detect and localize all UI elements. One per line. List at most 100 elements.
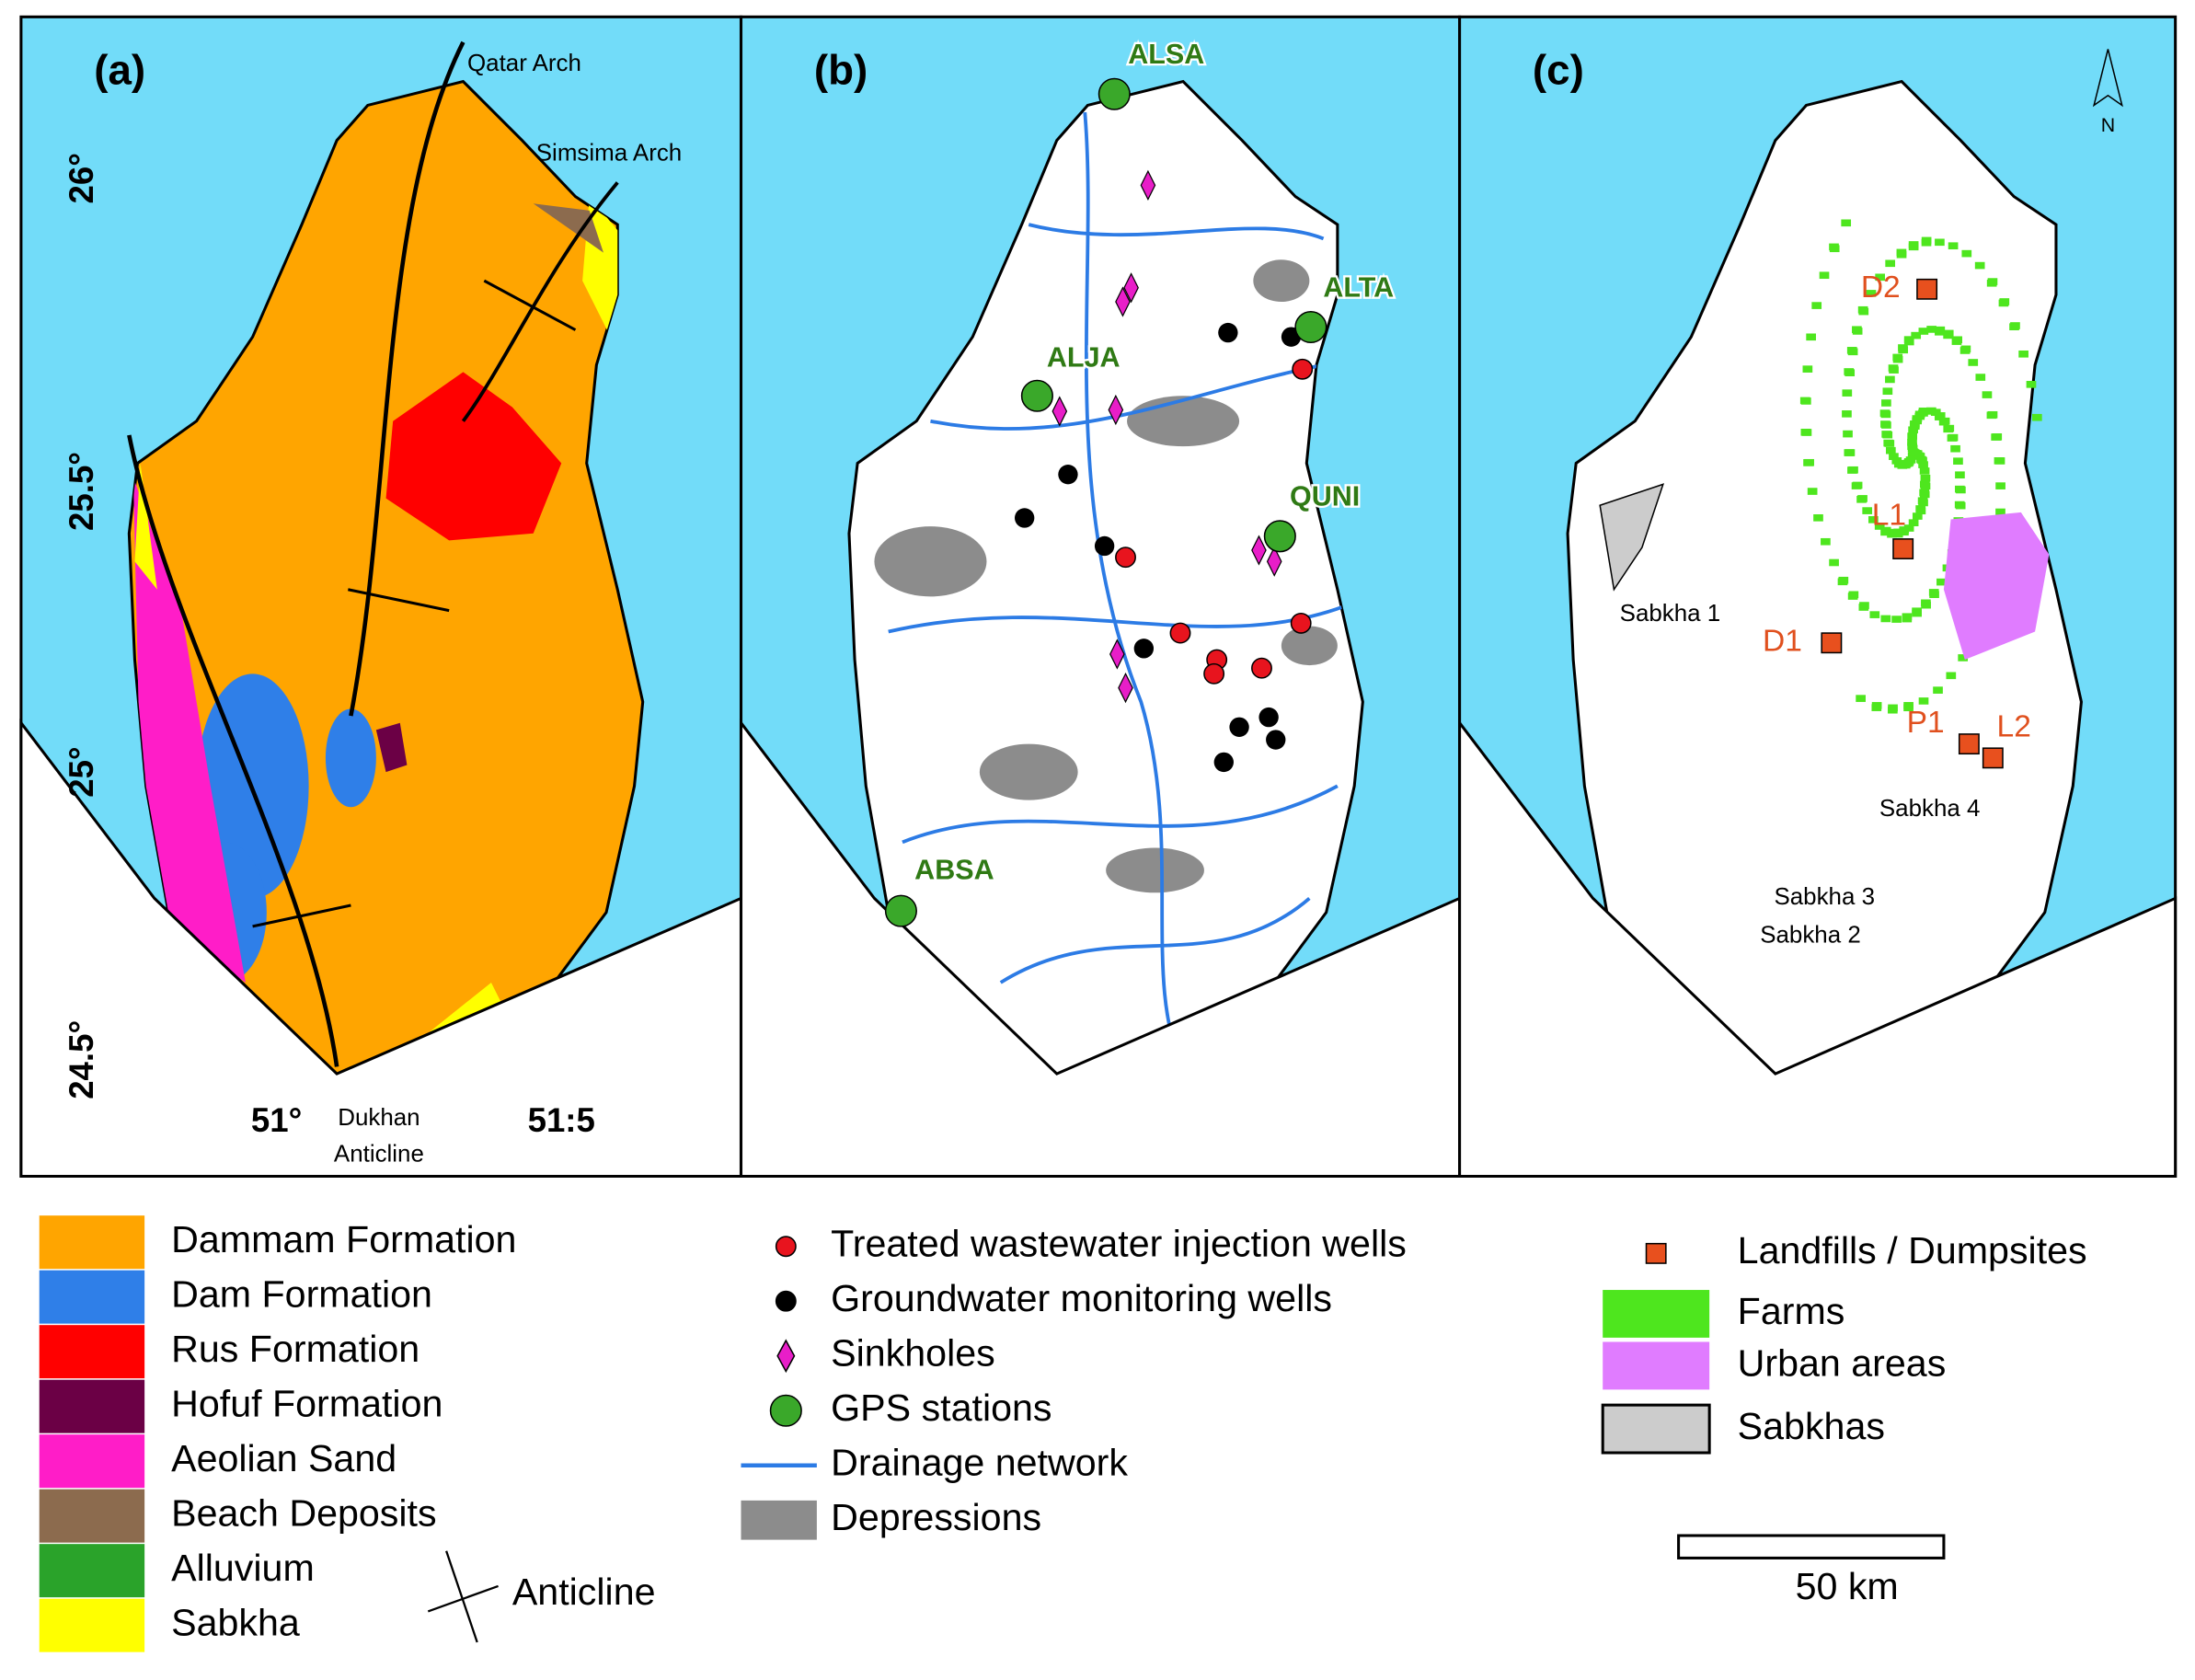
farm [1999, 298, 2010, 305]
mainland [1458, 719, 2178, 1178]
farm [1888, 364, 1899, 372]
farm [1917, 456, 1927, 465]
farm [1843, 430, 1853, 438]
farm [1896, 248, 1907, 257]
farm [1948, 242, 1959, 250]
depression [1253, 259, 1310, 303]
farm [1955, 471, 1965, 479]
sinkhole [1118, 672, 1133, 704]
farm [2010, 322, 2020, 329]
farm [1919, 467, 1930, 475]
farm [1883, 439, 1894, 447]
farm [1952, 336, 1963, 344]
farm [1891, 616, 1902, 623]
farm [1939, 417, 1950, 425]
land [127, 79, 645, 1076]
farm [1844, 368, 1855, 375]
legend-swatch [39, 1215, 145, 1270]
urban [1943, 512, 2050, 661]
farm [1871, 704, 1882, 711]
monitoring-well [1229, 717, 1249, 737]
farm [1987, 278, 1998, 285]
farm [1958, 654, 1969, 662]
scale-bar [1677, 1534, 1946, 1559]
farm [1847, 466, 1857, 474]
farm [1936, 578, 1947, 586]
annotation: Anticline [334, 1141, 424, 1167]
farm [1869, 611, 1880, 618]
map-panels: (a) Qatar Arch Simsima Arch Dukhan Anticline… [19, 15, 2178, 1178]
farm [1907, 439, 1917, 446]
arch-line [349, 40, 465, 717]
gps-station [884, 894, 917, 927]
landfill-label: D1 [1763, 625, 1802, 659]
sinkhole [1115, 286, 1131, 317]
farm [1875, 273, 1885, 282]
farm [1851, 482, 1862, 489]
landfill [1982, 747, 2004, 769]
farm [1908, 448, 1919, 456]
panel-label: (b) [814, 46, 868, 93]
farm [1935, 412, 1946, 420]
farm [1920, 474, 1931, 482]
injection-well [1169, 622, 1191, 644]
farm [1856, 695, 1866, 702]
legend-symbol [1645, 1242, 1667, 1264]
farm [1802, 365, 1813, 373]
lon-label: 51:5 [528, 1101, 595, 1139]
farm [1950, 444, 1960, 453]
farm [1982, 391, 1993, 398]
farm [1881, 399, 1891, 407]
farm [1903, 524, 1914, 532]
farm [1918, 499, 1928, 507]
gps-station [1020, 379, 1053, 412]
farm [1829, 243, 1839, 251]
farm [1829, 558, 1839, 567]
farm [1888, 706, 1898, 714]
injection-well [1292, 358, 1314, 380]
farm [1903, 704, 1913, 712]
hofuf [375, 722, 408, 773]
farm [1995, 508, 2005, 516]
farm [1903, 336, 1914, 343]
farm [1880, 528, 1890, 536]
legend-label: Beach Deposits [171, 1492, 436, 1535]
legend-label: Anticline [512, 1571, 656, 1613]
anticline-arrow [252, 903, 351, 928]
land [847, 79, 1364, 1076]
panel: (b) ALSA ALTA ALJA QUNI ABSA [739, 15, 1462, 1178]
farm [1908, 241, 1919, 248]
legend-swatch [39, 1544, 145, 1598]
annotation: Dukhan [338, 1105, 419, 1131]
farm [1902, 615, 1913, 623]
farm [1867, 516, 1879, 524]
aeolian [132, 477, 246, 983]
legend-label: Depressions [831, 1496, 1041, 1538]
farm [1919, 490, 1930, 499]
farm [1948, 433, 1959, 442]
legend-symbol [1603, 1290, 1710, 1338]
landfill [1821, 632, 1843, 654]
farm [1803, 459, 1813, 466]
land-cover [874, 111, 1352, 1068]
farm [1892, 530, 1903, 538]
farm [1907, 432, 1917, 440]
farm [2018, 350, 2028, 358]
gps-station [1098, 77, 1131, 110]
depression [1127, 396, 1240, 447]
farm [2026, 380, 2037, 388]
legend-symbol [769, 1394, 802, 1427]
legend-swatch [39, 1434, 145, 1489]
anticline-symbol [445, 1550, 478, 1643]
drainage [930, 362, 1324, 431]
sabkha-label: Sabkha 3 [1774, 884, 1875, 910]
legend-symbol [775, 1290, 797, 1312]
farm [1813, 514, 1823, 522]
farm [1995, 482, 2005, 489]
farm [1858, 604, 1869, 611]
farm [1847, 593, 1858, 600]
legend-label: Alluvium [171, 1547, 315, 1589]
drainage [1083, 111, 1185, 1068]
farm [1960, 345, 1971, 353]
